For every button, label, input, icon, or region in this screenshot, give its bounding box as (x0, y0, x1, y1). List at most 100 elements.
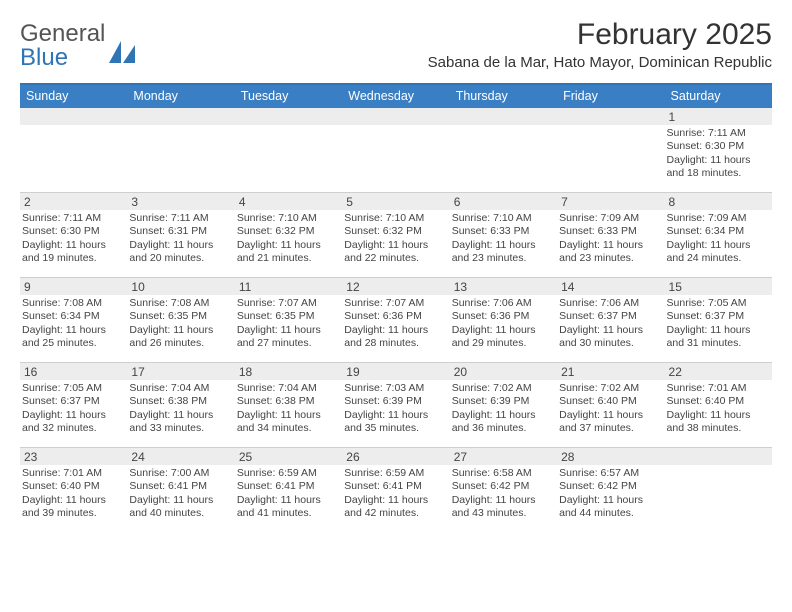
sunset-text: Sunset: 6:41 PM (237, 480, 338, 493)
weeks-container: 1Sunrise: 7:11 AMSunset: 6:30 PMDaylight… (20, 108, 772, 532)
day-cell (342, 108, 449, 192)
sunrise-text: Sunrise: 7:11 AM (22, 212, 123, 225)
sunset-text: Sunset: 6:35 PM (129, 310, 230, 323)
day-number: 5 (342, 193, 449, 210)
daylight-text: Daylight: 11 hours and 37 minutes. (559, 409, 660, 436)
day-details (665, 465, 772, 469)
sunrise-text: Sunrise: 7:08 AM (22, 297, 123, 310)
brand-logo: General Blue (20, 22, 137, 70)
day-details: Sunrise: 7:10 AMSunset: 6:32 PMDaylight:… (342, 210, 449, 268)
day-cell: 23Sunrise: 7:01 AMSunset: 6:40 PMDayligh… (20, 448, 127, 532)
week-row: 23 Sunrise: 7:01 AMSunset: 6:40 PM Dayligh… (20, 447, 772, 532)
logo-sail-icon (109, 41, 137, 68)
sunrise-text: Sunrise: 7:09 AM (559, 212, 660, 225)
daylight-text: Daylight: 11 hours and 43 minutes. (452, 494, 553, 521)
sunset-text: Sunset: 6:40 PM (22, 480, 123, 493)
day-cell: 11Sunrise: 7:07 AMSunset: 6:35 PMDayligh… (235, 278, 342, 362)
day-number (235, 108, 342, 125)
daylight-text: Daylight: 11 hours and 44 minutes. (559, 494, 660, 521)
daylight-text: Daylight: 11 hours and 18 minutes. (667, 154, 768, 181)
day-cell: 22Sunrise: 7:01 AMSunset: 6:40 PMDayligh… (665, 363, 772, 447)
day-number (127, 108, 234, 125)
sunrise-text: Sunrise: 7:09 AM (667, 212, 768, 225)
logo-word-1: General (20, 20, 105, 47)
sunrise-text: Sunrise: 7:07 AM (344, 297, 445, 310)
daylight-text: Daylight: 11 hours and 32 minutes. (22, 409, 123, 436)
day-details: Sunrise: 7:09 AMSunset: 6:33 PMDaylight:… (557, 210, 664, 268)
sunset-text: Sunset: 6:41 PM (129, 480, 230, 493)
day-number: 8 (665, 193, 772, 210)
sunset-text: Sunset: 6:31 PM (129, 225, 230, 238)
day-number (20, 108, 127, 125)
sunrise-text: Sunrise: 7:06 AM (452, 297, 553, 310)
day-details: Sunrise: 7:11 AMSunset: 6:30 PMDaylight:… (665, 125, 772, 183)
day-details: Sunrise: 6:59 AMSunset: 6:41 PMDaylight:… (342, 465, 449, 523)
day-cell: 6Sunrise: 7:10 AMSunset: 6:33 PMDaylight… (450, 193, 557, 277)
day-number: 3 (127, 193, 234, 210)
weekday-header: Tuesday (235, 85, 342, 108)
day-details (127, 125, 234, 129)
sunrise-text: Sunrise: 7:04 AM (237, 382, 338, 395)
title-block: February 2025 Sabana de la Mar, Hato May… (428, 18, 772, 71)
sunrise-text: Sunrise: 7:11 AM (667, 127, 768, 140)
day-number: 22 (665, 363, 772, 380)
day-number (450, 108, 557, 125)
sunset-text: Sunset: 6:34 PM (667, 225, 768, 238)
day-details: Sunrise: 7:06 AMSunset: 6:36 PMDaylight:… (450, 295, 557, 353)
week-row: 16Sunrise: 7:05 AMSunset: 6:37 PMDayligh… (20, 362, 772, 447)
day-cell: 1Sunrise: 7:11 AMSunset: 6:30 PMDaylight… (665, 108, 772, 192)
sunrise-text: Sunrise: 7:01 AM (22, 467, 123, 480)
day-cell: 14Sunrise: 7:06 AMSunset: 6:37 PMDayligh… (557, 278, 664, 362)
day-cell: 10Sunrise: 7:08 AMSunset: 6:35 PMDayligh… (127, 278, 234, 362)
day-cell: 5Sunrise: 7:10 AMSunset: 6:32 PMDaylight… (342, 193, 449, 277)
day-details (20, 125, 127, 129)
sunrise-text: Sunrise: 6:59 AM (344, 467, 445, 480)
day-cell (235, 108, 342, 192)
day-cell: 4Sunrise: 7:10 AMSunset: 6:32 PMDaylight… (235, 193, 342, 277)
sunrise-text: Sunrise: 7:10 AM (344, 212, 445, 225)
daylight-text: Daylight: 11 hours and 41 minutes. (237, 494, 338, 521)
sunset-text: Sunset: 6:36 PM (344, 310, 445, 323)
day-number: 23 (20, 448, 127, 465)
daylight-text: Daylight: 11 hours and 36 minutes. (452, 409, 553, 436)
sunrise-text: Sunrise: 7:07 AM (237, 297, 338, 310)
daylight-text: Daylight: 11 hours and 30 minutes. (559, 324, 660, 351)
daylight-text: Daylight: 11 hours and 34 minutes. (237, 409, 338, 436)
day-cell: 26Sunrise: 6:59 AMSunset: 6:41 PMDayligh… (342, 448, 449, 532)
day-details: Sunrise: 7:07 AMSunset: 6:35 PMDaylight:… (235, 295, 342, 353)
daylight-text: Daylight: 11 hours and 19 minutes. (22, 239, 123, 266)
sunrise-text: Sunrise: 7:10 AM (237, 212, 338, 225)
day-details: Sunrise: 7:06 AMSunset: 6:37 PMDaylight:… (557, 295, 664, 353)
sunset-text: Sunset: 6:40 PM (667, 395, 768, 408)
daylight-text: Daylight: 11 hours and 25 minutes. (22, 324, 123, 351)
day-cell: 16Sunrise: 7:05 AMSunset: 6:37 PMDayligh… (20, 363, 127, 447)
sunrise-text: Sunrise: 7:06 AM (559, 297, 660, 310)
daylight-text: Daylight: 11 hours and 20 minutes. (129, 239, 230, 266)
sunset-text: Sunset: 6:33 PM (559, 225, 660, 238)
day-cell: 21Sunrise: 7:02 AMSunset: 6:40 PMDayligh… (557, 363, 664, 447)
day-number: 14 (557, 278, 664, 295)
sunset-text: Sunset: 6:42 PM (452, 480, 553, 493)
day-details (235, 125, 342, 129)
daylight-text: Daylight: 11 hours and 26 minutes. (129, 324, 230, 351)
day-cell: 7Sunrise: 7:09 AMSunset: 6:33 PMDaylight… (557, 193, 664, 277)
day-number: 18 (235, 363, 342, 380)
sunrise-text: Sunrise: 7:08 AM (129, 297, 230, 310)
sunset-text: Sunset: 6:38 PM (237, 395, 338, 408)
sunrise-text: Sunrise: 7:02 AM (452, 382, 553, 395)
sunset-text: Sunset: 6:40 PM (559, 395, 660, 408)
daylight-text: Daylight: 11 hours and 38 minutes. (667, 409, 768, 436)
sunset-text: Sunset: 6:32 PM (237, 225, 338, 238)
day-number (557, 108, 664, 125)
day-details: Sunrise: 7:00 AMSunset: 6:41 PMDaylight:… (127, 465, 234, 523)
sunset-text: Sunset: 6:38 PM (129, 395, 230, 408)
day-details: Sunrise: 7:08 AMSunset: 6:34 PMDaylight:… (20, 295, 127, 353)
day-details: Sunrise: 7:07 AMSunset: 6:36 PMDaylight:… (342, 295, 449, 353)
sunset-text: Sunset: 6:35 PM (237, 310, 338, 323)
day-cell: 9Sunrise: 7:08 AMSunset: 6:34 PMDaylight… (20, 278, 127, 362)
sunset-text: Sunset: 6:37 PM (22, 395, 123, 408)
sunrise-text: Sunrise: 7:00 AM (129, 467, 230, 480)
day-number (342, 108, 449, 125)
day-details: Sunrise: 7:04 AMSunset: 6:38 PMDaylight:… (235, 380, 342, 438)
calendar-page: General Blue February 2025 Sabana de la … (0, 0, 792, 542)
